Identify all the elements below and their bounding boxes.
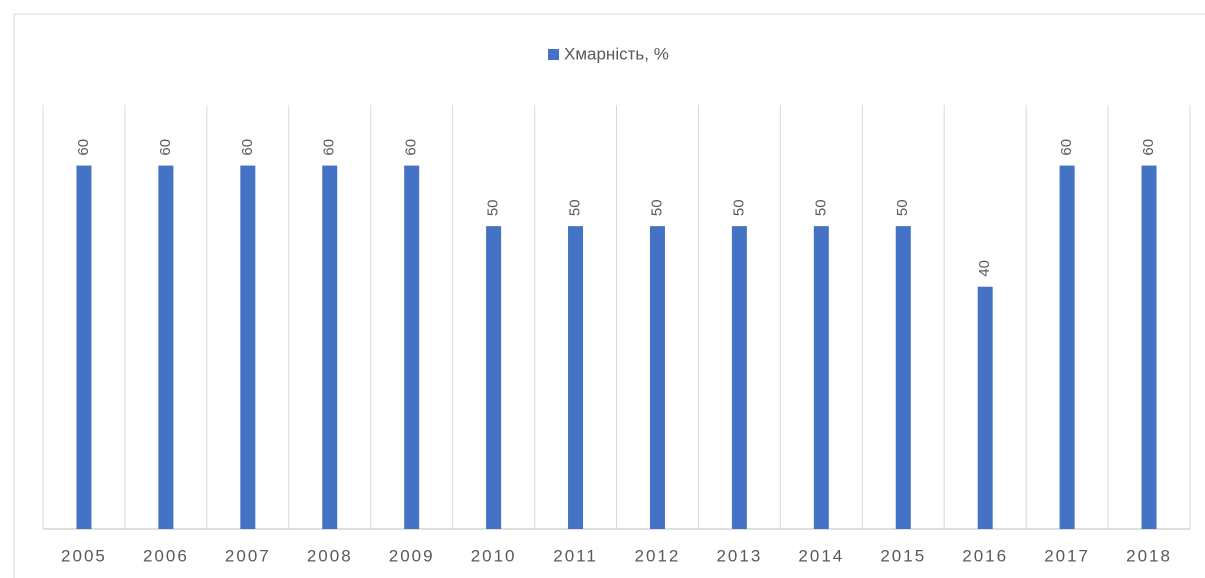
data-label: 40	[976, 260, 993, 277]
data-label: 60	[75, 139, 92, 156]
x-tick-label: 2016	[962, 546, 1008, 565]
data-label: 60	[321, 139, 338, 156]
x-tick-label: 2009	[389, 546, 435, 565]
x-tick-label: 2006	[143, 546, 189, 565]
data-label: 60	[239, 139, 256, 156]
x-tick-label: 2008	[307, 546, 353, 565]
bar	[322, 165, 338, 530]
bar	[1059, 165, 1075, 530]
bar	[977, 286, 993, 529]
bar	[813, 226, 829, 529]
x-tick-label: 2014	[798, 546, 844, 565]
data-label: 60	[1140, 139, 1157, 156]
x-tick-label: 2015	[880, 546, 926, 565]
bar	[895, 226, 911, 529]
data-label: 50	[894, 199, 911, 216]
x-tick-label: 2010	[471, 546, 517, 565]
data-label: 60	[157, 139, 174, 156]
bar	[404, 165, 420, 530]
x-tick-label: 2013	[716, 546, 762, 565]
bar	[486, 226, 502, 529]
data-label: 50	[730, 199, 747, 216]
bar	[1141, 165, 1157, 530]
x-tick-label: 2018	[1126, 546, 1172, 565]
x-tick-label: 2011	[553, 546, 598, 565]
data-label: 50	[485, 199, 502, 216]
x-tick-label: 2012	[635, 546, 681, 565]
bar	[240, 165, 256, 530]
bar	[568, 226, 584, 529]
x-tick-label: 2007	[225, 546, 271, 565]
data-label: 60	[1058, 139, 1075, 156]
x-tick-label: 2005	[61, 546, 107, 565]
bar	[158, 165, 174, 530]
bar	[731, 226, 747, 529]
data-label: 60	[403, 139, 420, 156]
chart-frame	[13, 13, 1205, 578]
data-label: 50	[648, 199, 665, 216]
legend-label: Хмарність, %	[564, 44, 669, 63]
legend-swatch	[548, 49, 559, 60]
data-label: 50	[567, 199, 584, 216]
x-tick-label: 2017	[1044, 546, 1090, 565]
data-label: 50	[812, 199, 829, 216]
bar	[76, 165, 92, 530]
bar	[649, 226, 665, 529]
